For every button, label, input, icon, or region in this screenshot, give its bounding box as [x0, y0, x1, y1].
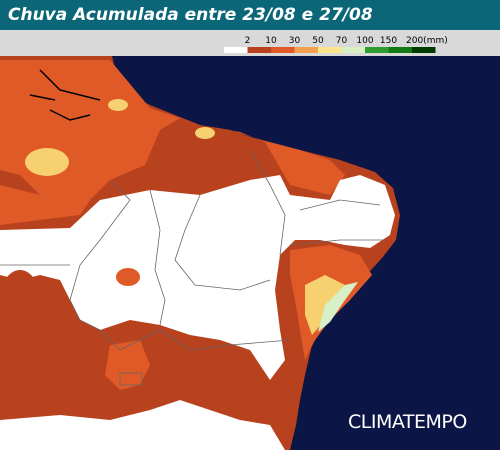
state-borders [0, 149, 385, 386]
title: Chuva Acumulada entre 23/08 e 27/08 [8, 5, 373, 25]
legend-swatch [294, 47, 318, 53]
logo: CLIMATEMPO [348, 411, 467, 433]
orange-area [0, 185, 90, 225]
legend-label: 50 [312, 36, 324, 46]
dry-area [0, 400, 285, 450]
legend-swatch [365, 47, 389, 53]
title-bar [0, 0, 500, 30]
legend-label: 2 [245, 36, 251, 46]
rain-area [0, 270, 40, 330]
legend-label: 100 [356, 36, 373, 46]
legend-label: 200(mm) [406, 36, 448, 46]
legend-swatch [318, 47, 342, 53]
legend: 2 10 30 50 70 100 150 200(mm) [224, 36, 448, 53]
legend-swatch [247, 47, 271, 53]
orange-area [116, 268, 140, 286]
legend-label: 150 [380, 36, 397, 46]
yellow-area [25, 148, 69, 176]
legend-swatch [224, 47, 248, 53]
legend-swatch [341, 47, 365, 53]
legend-swatch [388, 47, 412, 53]
yellow-area [108, 99, 128, 111]
legend-label: 30 [289, 36, 301, 46]
legend-label: 70 [336, 36, 348, 46]
dry-area [0, 175, 395, 380]
legend-swatch [271, 47, 295, 53]
legend-label: 10 [265, 36, 277, 46]
yellow-area [195, 127, 215, 139]
legend-swatch [412, 47, 436, 53]
orange-area [0, 60, 345, 200]
coast-islands [29, 69, 101, 121]
orange-area [105, 340, 150, 390]
green-area [318, 282, 358, 332]
